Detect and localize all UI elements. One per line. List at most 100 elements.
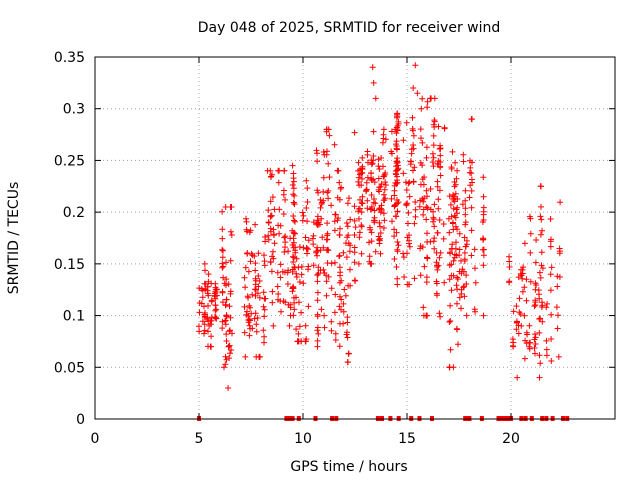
data-point <box>420 304 427 311</box>
data-point <box>456 246 463 253</box>
data-point <box>419 162 426 169</box>
y-tick-label: 0.25 <box>54 153 85 169</box>
data-point <box>523 276 530 283</box>
data-point <box>295 330 302 337</box>
data-point <box>539 318 546 325</box>
data-point <box>435 205 442 212</box>
data-point <box>293 270 300 277</box>
data-point <box>466 169 473 176</box>
data-point <box>400 170 407 177</box>
data-point <box>427 238 434 245</box>
x-axis-label: GPS time / hours <box>290 459 407 475</box>
data-point <box>382 136 389 143</box>
data-point <box>410 132 417 139</box>
data-point <box>537 183 544 190</box>
data-point <box>314 337 321 344</box>
data-point <box>543 352 550 359</box>
data-point <box>412 199 419 205</box>
data-point <box>548 311 555 318</box>
data-point <box>289 253 296 260</box>
data-point <box>454 286 461 293</box>
data-point <box>393 138 400 145</box>
data-point <box>527 215 534 222</box>
data-point <box>326 174 333 181</box>
data-point <box>290 259 297 265</box>
data-point <box>351 277 358 284</box>
data-point <box>220 274 227 281</box>
data-point <box>324 148 330 155</box>
data-point <box>430 218 437 225</box>
data-point <box>376 240 383 247</box>
data-point <box>314 297 321 304</box>
data-point <box>532 259 539 266</box>
data-point <box>393 213 400 220</box>
data-point <box>201 327 208 334</box>
data-point <box>536 269 543 276</box>
data-point <box>506 279 513 286</box>
data-point <box>368 161 375 168</box>
data-point <box>452 190 459 197</box>
data-point <box>351 259 358 266</box>
data-point <box>410 127 416 134</box>
data-point <box>506 258 513 265</box>
data-point <box>331 259 338 266</box>
data-point <box>527 278 534 285</box>
data-point <box>241 329 248 336</box>
data-point <box>344 200 351 207</box>
data-point <box>336 231 343 238</box>
data-point <box>434 183 441 190</box>
data-point <box>423 144 430 151</box>
data-point <box>367 226 374 233</box>
data-point <box>279 268 286 275</box>
data-point <box>202 286 209 293</box>
data-point <box>531 345 538 351</box>
data-point <box>557 199 564 206</box>
data-point <box>261 313 268 320</box>
data-point <box>314 248 321 254</box>
data-point <box>347 266 353 273</box>
data-point <box>212 302 219 309</box>
data-point <box>424 98 431 105</box>
data-point <box>468 227 475 234</box>
data-point <box>404 234 411 241</box>
plot-frame <box>94 56 616 420</box>
data-point <box>285 267 292 274</box>
data-point <box>336 253 343 260</box>
data-point <box>380 163 386 170</box>
data-point <box>393 264 400 270</box>
data-point <box>393 229 400 236</box>
data-point <box>270 322 277 329</box>
data-point <box>506 264 513 270</box>
data-point <box>276 230 283 237</box>
data-point <box>227 327 233 334</box>
data-point <box>290 191 297 198</box>
data-point <box>328 202 335 209</box>
data-point <box>449 220 456 227</box>
data-point <box>355 174 362 181</box>
data-point <box>196 285 203 292</box>
data-point <box>424 104 431 111</box>
data-point <box>222 204 229 210</box>
data-point <box>435 196 442 203</box>
data-point <box>222 353 229 360</box>
data-point <box>227 350 233 357</box>
data-point <box>393 141 399 148</box>
data-point <box>538 203 544 210</box>
data-point <box>310 232 317 239</box>
data-point <box>537 231 544 238</box>
data-point <box>314 150 320 157</box>
data-point <box>452 181 459 188</box>
data-point <box>219 289 226 296</box>
data-point <box>547 287 554 294</box>
data-point <box>366 239 372 246</box>
data-point <box>447 318 454 324</box>
data-point <box>255 250 262 257</box>
x-tick-label: 15 <box>398 431 416 447</box>
data-point <box>368 170 375 177</box>
data-point <box>409 114 416 121</box>
data-point <box>314 289 321 296</box>
data-point <box>452 223 459 230</box>
data-point <box>393 130 400 137</box>
data-point <box>509 336 516 343</box>
data-point <box>366 258 373 265</box>
